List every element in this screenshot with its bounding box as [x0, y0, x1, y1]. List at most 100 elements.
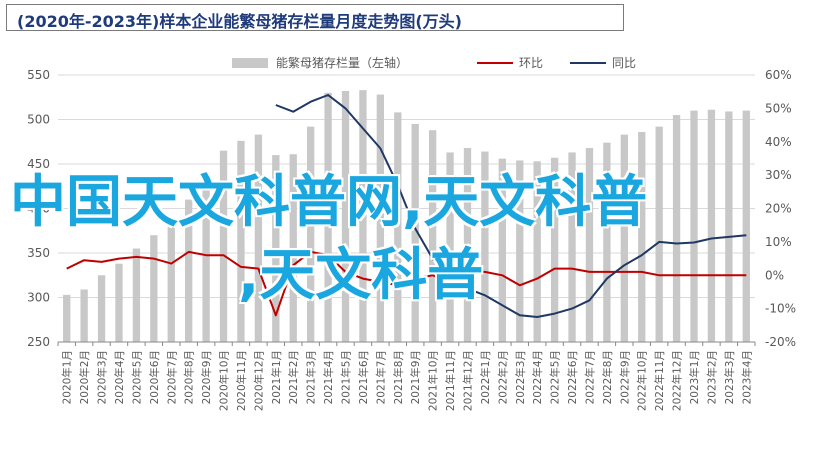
- x-tick-label: 2022年8月: [601, 350, 614, 404]
- bar: [568, 152, 576, 342]
- x-tick-label: 2020年12月: [252, 350, 265, 411]
- bar: [202, 177, 210, 342]
- bar: [63, 294, 71, 342]
- right-tick-label: 30%: [765, 168, 792, 182]
- x-tick-label: 2021年7月: [374, 350, 387, 404]
- bar: [359, 90, 367, 342]
- x-tick-label: 2020年3月: [96, 350, 109, 404]
- left-tick-label: 450: [27, 157, 50, 171]
- bar: [481, 151, 489, 342]
- bar: [463, 147, 472, 342]
- left-tick-label: 550: [27, 68, 50, 82]
- bar: [324, 92, 332, 342]
- bar: [655, 126, 663, 343]
- x-tick-label: 2020年5月: [130, 350, 143, 404]
- x-tick-label: 2022年10月: [636, 350, 649, 411]
- right-tick-label: 60%: [765, 68, 792, 82]
- right-tick-label: 50%: [765, 101, 792, 115]
- x-tick-label: 2021年12月: [461, 350, 474, 411]
- bar: [603, 142, 611, 342]
- bar: [289, 154, 297, 342]
- bar: [428, 130, 437, 342]
- bar: [725, 111, 733, 343]
- bar: [254, 134, 263, 342]
- bar: [516, 160, 524, 342]
- x-tick-label: 2020年8月: [183, 350, 196, 404]
- x-tick-label: 2020年6月: [148, 350, 161, 404]
- x-tick-label: 2022年11月: [653, 350, 666, 411]
- chart-title: (2020年-2023年)样本企业能繁母猪存栏量月度走势图(万头): [6, 4, 624, 31]
- x-tick-label: 2021年2月: [287, 350, 300, 404]
- bar: [411, 123, 419, 342]
- x-tick-label: 2023年4月: [740, 350, 753, 404]
- x-tick-label: 2020年10月: [218, 350, 231, 411]
- right-axis-ticks: -20% -10% 0% 10% 20% 30% 40% 50% 60%: [765, 68, 796, 349]
- legend: 能繁母猪存栏量（左轴） 环比 同比: [232, 55, 636, 70]
- x-tick-label: 2021年4月: [322, 350, 335, 404]
- x-tick-label: 2022年12月: [671, 350, 684, 411]
- bar: [533, 161, 541, 342]
- left-tick-label: 350: [27, 246, 50, 260]
- bar: [638, 131, 646, 342]
- bar: [272, 155, 280, 342]
- bar: [394, 112, 402, 342]
- x-tick-label: 2022年1月: [479, 350, 492, 404]
- x-tick-label: 2023年2月: [705, 350, 718, 404]
- legend-label: 同比: [612, 56, 636, 70]
- x-tick-label: 2021年8月: [392, 350, 405, 404]
- legend-label: 能繁母猪存栏量（左轴）: [276, 55, 408, 70]
- x-tick-label: 2022年4月: [531, 350, 544, 404]
- bar: [585, 147, 594, 342]
- x-tick-label: 2020年2月: [78, 350, 91, 404]
- bar: [742, 110, 750, 342]
- watermark-text-line1: 中国天文科普网,天文科普: [10, 170, 648, 235]
- bar: [167, 217, 175, 342]
- left-tick-label: 400: [27, 202, 50, 216]
- legend-swatch: [232, 58, 268, 68]
- series-line: [275, 94, 747, 318]
- x-tick-label: 2023年3月: [723, 350, 736, 404]
- bar: [620, 134, 628, 342]
- x-tick-label: 2020年9月: [200, 350, 213, 404]
- x-tick-label: 2022年6月: [566, 350, 579, 404]
- bar: [341, 91, 350, 343]
- bar: [97, 275, 106, 342]
- line-series: [66, 94, 747, 318]
- bar: [150, 235, 158, 342]
- bar: [376, 94, 385, 342]
- x-tick-label: 2021年9月: [409, 350, 422, 404]
- x-tick-label: 2022年2月: [496, 350, 509, 404]
- x-tick-label: 2020年4月: [113, 350, 126, 404]
- left-tick-label: 300: [27, 291, 50, 305]
- x-tick-label: 2020年1月: [61, 350, 74, 404]
- x-tick-label: 2021年6月: [357, 350, 370, 404]
- right-tick-label: 0%: [765, 268, 784, 282]
- left-axis-ticks: 250 300 350 400 450 500 550: [27, 68, 50, 349]
- x-tick-label: 2022年7月: [583, 350, 596, 404]
- right-tick-label: 20%: [765, 202, 792, 216]
- x-tick-label: 2021年1月: [270, 350, 283, 404]
- series-line: [66, 250, 747, 317]
- x-tick-label: 2022年3月: [514, 350, 527, 404]
- right-tick-label: -20%: [765, 335, 796, 349]
- x-tick-label: 2020年7月: [165, 350, 178, 404]
- bar: [185, 199, 193, 342]
- bar: [550, 157, 559, 342]
- left-tick-label: 500: [27, 113, 50, 127]
- x-tick-label: 2021年10月: [427, 350, 440, 411]
- bar: [307, 126, 315, 343]
- bar: [446, 152, 454, 342]
- x-tick-label: 2021年11月: [444, 350, 457, 411]
- bar: [707, 109, 716, 343]
- right-tick-label: 10%: [765, 235, 792, 249]
- bar: [132, 248, 141, 342]
- bar: [237, 140, 245, 342]
- bar: [80, 289, 88, 342]
- bar: [690, 110, 698, 342]
- bar: [219, 150, 228, 342]
- legend-label: 环比: [519, 56, 543, 70]
- x-tick-label: 2020年11月: [235, 350, 248, 411]
- x-axis-ticks: 2020年1月 2020年2月 2020年3月 2020年4月 2020年5月 2020年…: [61, 350, 754, 411]
- left-tick-label: 250: [27, 335, 50, 349]
- right-tick-label: -10%: [765, 302, 796, 316]
